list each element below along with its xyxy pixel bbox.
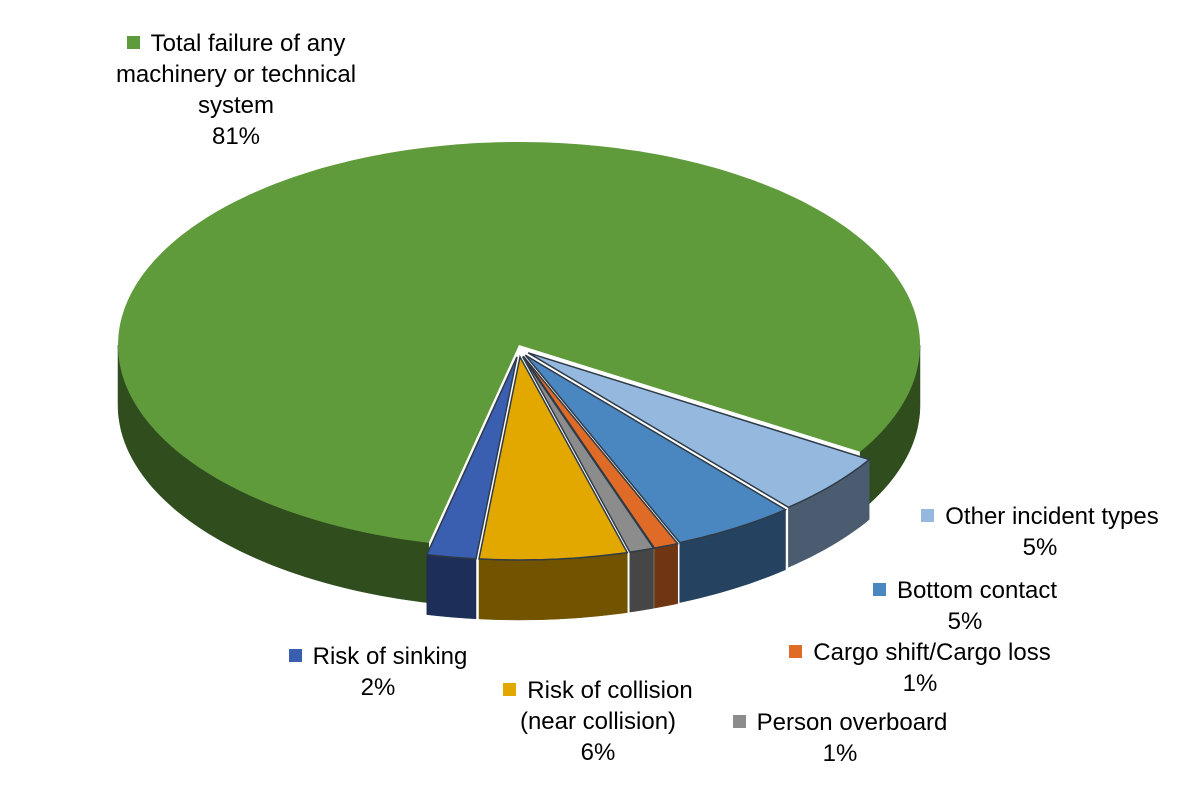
category-text: Bottom contact <box>896 577 1058 604</box>
data-label: Bottom contact 5% <box>835 575 1095 637</box>
slice-side <box>426 554 477 620</box>
slice-side <box>117 344 430 604</box>
legend-marker <box>872 583 886 596</box>
label-category: Total failure of any machinery or techni… <box>96 28 376 121</box>
data-label: Person overboard 1% <box>700 707 980 769</box>
slice-side <box>654 543 678 609</box>
legend-marker <box>503 683 517 696</box>
category-text: Other incident types <box>945 503 1159 530</box>
label-category: Other incident types <box>890 501 1190 532</box>
data-label: Risk of collision (near collision) 6% <box>481 675 716 768</box>
data-label: Total failure of any machinery or techni… <box>96 28 376 152</box>
value-label: 5% <box>947 608 983 635</box>
label-category: Person overboard <box>700 707 980 738</box>
data-label: Other incident types 5% <box>890 501 1190 563</box>
value-label: 81% <box>211 123 261 150</box>
value-label: 1% <box>822 740 858 767</box>
category-text: Cargo shift/Cargo loss <box>813 639 1051 666</box>
legend-marker <box>288 649 302 662</box>
legend-marker <box>921 509 935 522</box>
category-text: Total failure of any machinery or techni… <box>115 30 357 119</box>
label-category: Risk of sinking <box>258 641 498 672</box>
value-label: 6% <box>580 739 616 766</box>
label-category: Risk of collision (near collision) <box>481 675 716 737</box>
category-text: Person overboard <box>756 709 948 736</box>
slice-side <box>629 548 654 613</box>
value-label: 5% <box>1022 534 1058 561</box>
category-text: Risk of sinking <box>312 643 468 670</box>
legend-marker <box>732 715 746 728</box>
slice <box>521 356 655 553</box>
category-text: Risk of collision (near collision) <box>519 677 693 735</box>
label-category: Bottom contact <box>835 575 1095 606</box>
slice-side <box>478 552 628 621</box>
value-label: 1% <box>902 670 938 697</box>
slice <box>524 354 788 544</box>
slice <box>425 356 518 560</box>
slice <box>527 352 871 509</box>
data-label: Risk of sinking 2% <box>258 641 498 703</box>
label-category: Cargo shift/Cargo loss <box>760 637 1080 668</box>
value-label: 2% <box>360 674 396 701</box>
slice <box>478 354 629 561</box>
data-label: Cargo shift/Cargo loss 1% <box>760 637 1080 699</box>
slice <box>118 142 920 543</box>
legend-marker <box>126 36 140 49</box>
legend-marker <box>789 645 803 658</box>
slice <box>522 355 680 549</box>
